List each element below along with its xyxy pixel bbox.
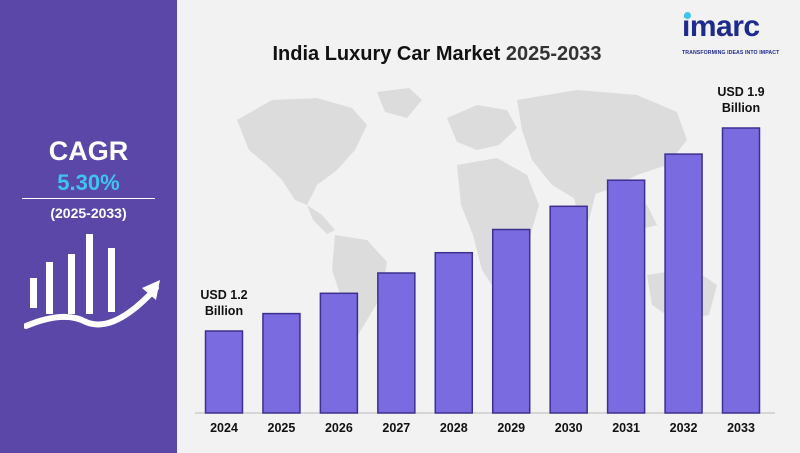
title-years: 2025-2033 [505,43,602,65]
brand-logo: imarc TRANSFORMING IDEAS INTO IMPACT [682,10,790,60]
brand-tagline: TRANSFORMING IDEAS INTO IMPACT [682,50,780,56]
x-tick-label: 2033 [727,421,755,435]
logo-dot-icon [684,12,691,19]
growth-chart-icon [24,234,160,329]
bar-2025 [262,312,301,414]
value-annotation: USD 1.9 [717,85,764,99]
cagr-label: CAGR [48,136,129,166]
x-tick-label: 2030 [555,421,583,435]
value-annotation-unit: Billion [722,101,760,115]
bar-2026 [319,292,359,414]
bar-2029 [491,228,531,414]
title-text: India Luxury Car Market [272,43,501,65]
chart-title: India Luxury Car Market 2025-2033 [177,43,697,66]
bar-2032 [664,153,703,414]
cagr-divider [22,198,155,199]
bar-2024 [204,330,244,414]
value-annotation-unit: Billion [205,304,243,318]
bar-2028 [434,251,474,414]
x-tick-label: 2027 [382,421,410,435]
x-tick-label: 2032 [670,421,698,435]
cagr-value: 5.30% [57,170,120,195]
brand-name: imarc [682,10,760,43]
x-tick-label: 2028 [440,421,468,435]
cagr-panel: CAGR 5.30% (2025-2033) [0,0,177,453]
x-tick-label: 2025 [268,421,296,435]
bar-2030 [549,205,588,414]
x-tick-label: 2026 [325,421,353,435]
value-annotation: USD 1.2 [200,288,247,302]
x-tick-label: 2031 [612,421,640,435]
bar-2027 [377,272,416,414]
bar-2033 [721,127,761,414]
bar-2031 [606,179,646,414]
x-tick-label: 2029 [497,421,525,435]
cagr-period: (2025-2033) [50,205,127,221]
x-tick-label: 2024 [210,421,238,435]
